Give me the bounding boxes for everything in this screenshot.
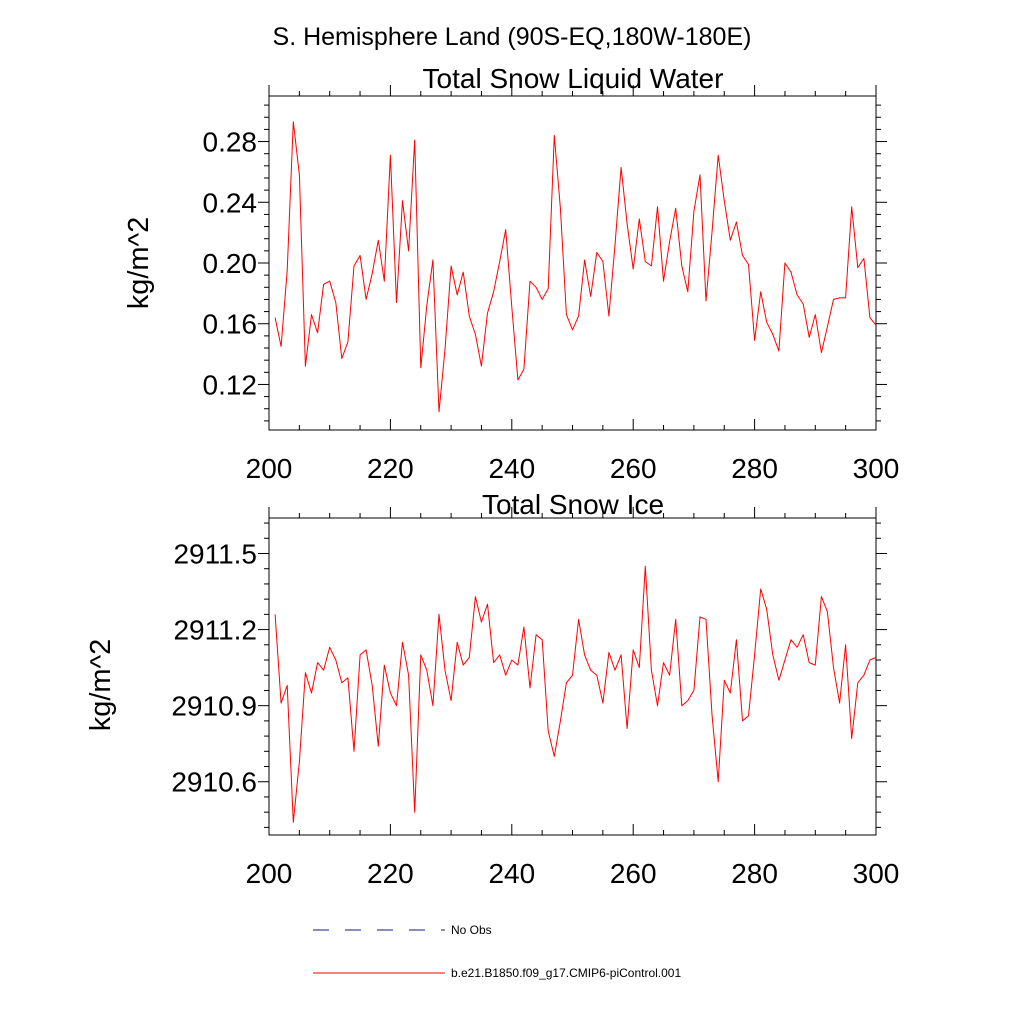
y-tick-label: 2910.6 <box>171 767 257 798</box>
x-tick-label: 220 <box>367 858 414 889</box>
chart-title: Total Snow Liquid Water <box>423 63 724 94</box>
x-tick-label: 260 <box>610 858 657 889</box>
y-axis-label: kg/m^2 <box>85 639 117 732</box>
x-tick-label: 240 <box>488 453 535 484</box>
series-line-picontrol <box>274 565 877 823</box>
y-tick-label: 2910.9 <box>171 691 257 722</box>
series-line-picontrol <box>274 121 877 413</box>
y-tick-label: 0.28 <box>203 127 258 158</box>
x-tick-label: 260 <box>610 453 657 484</box>
x-tick-label: 300 <box>853 858 900 889</box>
x-tick-label: 240 <box>488 858 535 889</box>
x-tick-label: 200 <box>246 858 293 889</box>
y-tick-label: 0.12 <box>203 369 258 400</box>
plot-frame <box>268 517 877 836</box>
legend-label-picontrol: b.e21.B1850.f09_g17.CMIP6-piControl.001 <box>451 966 681 980</box>
y-axis-label: kg/m^2 <box>123 217 155 310</box>
y-tick-label: 2911.2 <box>173 615 257 646</box>
y-tick-label: 0.24 <box>203 187 258 218</box>
region-title: S. Hemisphere Land (90S-EQ,180W-180E) <box>273 23 752 51</box>
panel-snow-ice: Total Snow Ice kg/m^2 200 220 240 260 280 300… <box>85 489 899 889</box>
y-tick-label: 0.20 <box>203 248 258 279</box>
legend: No Obs b.e21.B1850.f09_g17.CMIP6-piContr… <box>313 923 681 980</box>
x-tick-label: 300 <box>853 453 900 484</box>
x-tick-label: 280 <box>731 858 778 889</box>
x-tick-label: 280 <box>731 453 778 484</box>
legend-label-no-obs: No Obs <box>451 923 492 937</box>
panel-snow-liquid-water: Total Snow Liquid Water kg/m^2 200 220 240… <box>123 63 899 484</box>
x-tick-label: 220 <box>367 453 414 484</box>
y-tick-label: 2911.5 <box>173 539 257 570</box>
x-tick-label: 200 <box>246 453 293 484</box>
y-tick-label: 0.16 <box>203 309 258 340</box>
